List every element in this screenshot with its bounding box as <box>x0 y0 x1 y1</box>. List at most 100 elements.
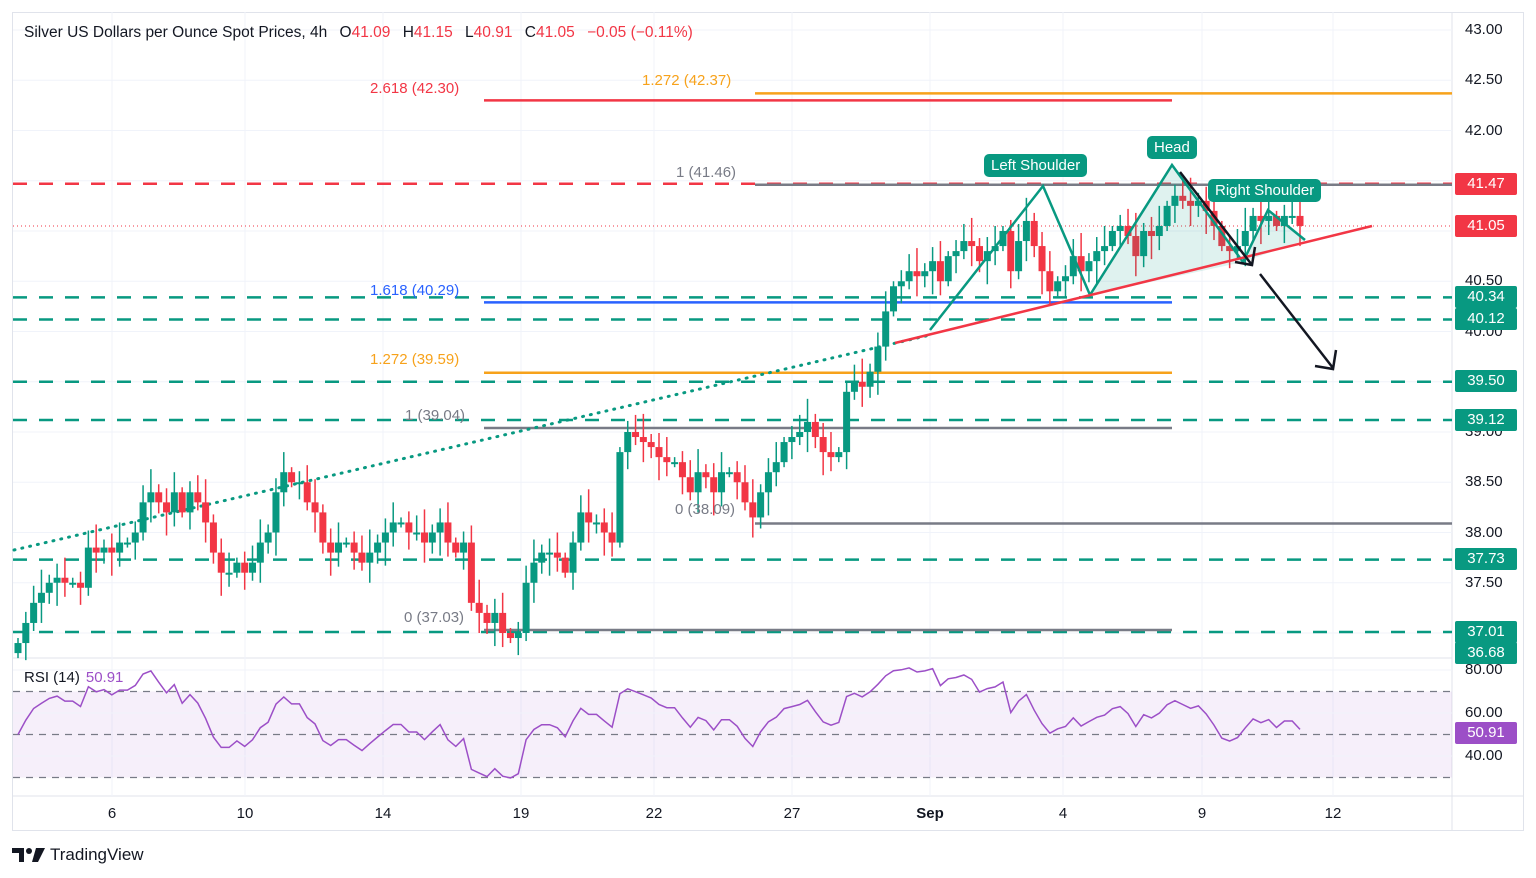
candle <box>342 542 350 545</box>
candle <box>233 562 241 573</box>
rsi-value: 50.91 <box>85 669 124 686</box>
bearish-arrow-small[interactable] <box>1179 171 1253 266</box>
rsi-axis-label: 60.00 <box>1465 704 1503 721</box>
candle <box>788 437 796 443</box>
candle <box>835 452 843 458</box>
left-shoulder-label: Left Shoulder <box>984 154 1088 177</box>
candle <box>1163 205 1171 226</box>
candle <box>389 522 397 533</box>
candle <box>22 622 30 644</box>
candle <box>663 457 671 463</box>
candle <box>514 633 522 639</box>
candle <box>1249 215 1257 231</box>
tradingview-logo-icon <box>12 848 45 862</box>
candle <box>131 532 139 543</box>
candle <box>100 547 108 553</box>
time-axis-label: 22 <box>645 805 663 822</box>
candle <box>84 547 92 588</box>
time-axis-label: 10 <box>236 805 254 822</box>
candle <box>202 502 210 523</box>
price-axis-label: 42.50 <box>1465 71 1503 89</box>
candle <box>1288 215 1296 218</box>
time-axis-label: 6 <box>107 805 117 822</box>
candle <box>757 492 765 518</box>
candle <box>553 552 561 558</box>
candle <box>1069 256 1077 277</box>
candle <box>147 492 155 503</box>
candle <box>225 572 233 575</box>
candle <box>155 492 163 503</box>
candle <box>624 432 632 453</box>
candle <box>1124 225 1132 237</box>
candle <box>858 381 866 387</box>
candle <box>1257 215 1265 221</box>
head-pattern-fill <box>1090 165 1243 295</box>
candle <box>272 492 280 533</box>
rsi-line <box>17 667 1301 779</box>
candle <box>1179 195 1187 201</box>
candle <box>843 391 851 453</box>
fib-label: 1 (39.04) <box>405 407 466 424</box>
candle <box>585 512 593 523</box>
symbol-header: Silver US Dollars per Ounce Spot Prices,… <box>24 24 693 41</box>
time-axis-label: 9 <box>1197 805 1207 822</box>
candle <box>288 472 296 483</box>
price-tag: 40.34 <box>1455 286 1517 308</box>
price-tag: 40.12 <box>1455 308 1517 330</box>
candle <box>1210 210 1218 226</box>
candle <box>1226 246 1234 252</box>
candle <box>741 482 749 503</box>
price-tag: 41.05 <box>1455 215 1517 237</box>
candle <box>374 542 382 553</box>
candle <box>632 432 640 438</box>
candle <box>1233 246 1241 252</box>
candle <box>733 472 741 483</box>
time-axis-label: 19 <box>512 805 530 822</box>
candle <box>780 442 788 463</box>
tradingview-logo[interactable]: TradingView <box>12 845 144 865</box>
candle <box>460 542 468 553</box>
candle <box>350 542 358 553</box>
candle <box>678 462 686 478</box>
time-axis-label: 4 <box>1058 805 1068 822</box>
candle <box>37 592 45 603</box>
price-axis-label: 38.00 <box>1465 523 1503 541</box>
candle <box>123 542 131 545</box>
candle <box>882 311 890 347</box>
candle <box>475 602 483 613</box>
candle <box>764 472 772 493</box>
candle <box>405 522 413 533</box>
candle <box>1007 231 1015 272</box>
candle <box>491 612 499 623</box>
candle <box>819 437 827 453</box>
candle <box>14 643 22 654</box>
open-value: 41.09 <box>351 24 391 41</box>
neckline[interactable] <box>894 224 1373 345</box>
candle <box>295 482 303 485</box>
candle <box>639 437 647 443</box>
candle <box>1273 215 1281 226</box>
candle <box>694 472 702 493</box>
bearish-target-arrow[interactable] <box>1259 273 1334 369</box>
candle <box>209 522 217 553</box>
head-shoulders-pattern[interactable] <box>929 162 1306 331</box>
candle <box>1093 251 1101 262</box>
candle <box>61 577 69 583</box>
candle <box>530 562 538 583</box>
dotted-trendline[interactable] <box>12 333 932 552</box>
candle <box>358 552 366 563</box>
low-value: 40.91 <box>473 24 513 41</box>
candle <box>1296 215 1304 226</box>
candle <box>913 271 921 277</box>
chart-frame <box>12 12 1524 831</box>
candle <box>178 492 186 513</box>
candle <box>811 421 819 438</box>
candle <box>686 477 694 493</box>
candle <box>1194 200 1202 206</box>
candle <box>77 582 85 588</box>
candle <box>1171 195 1179 206</box>
candle <box>1147 231 1155 237</box>
candle <box>256 542 264 563</box>
candle <box>108 547 116 553</box>
